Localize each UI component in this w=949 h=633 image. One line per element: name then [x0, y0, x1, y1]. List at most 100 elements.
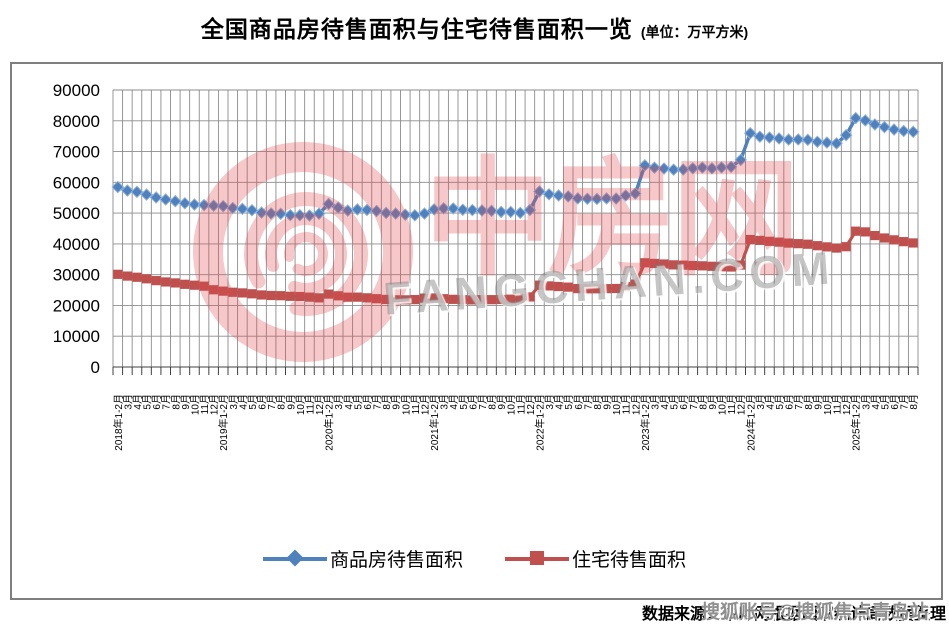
svg-text:9月: 9月: [391, 394, 403, 410]
x-axis-labels: 2018年1-2月3月4月5月6月7月8月9月10月11月12月2019年1-2…: [112, 394, 920, 451]
svg-text:4月: 4月: [554, 394, 566, 410]
y-axis-labels: 0 10000 20000 30000 40000 50000 60000 70000 8000…: [53, 81, 100, 377]
svg-text:30000: 30000: [53, 266, 100, 285]
svg-text:4月: 4月: [343, 394, 355, 410]
svg-text:10月: 10月: [506, 394, 518, 415]
svg-text:12月: 12月: [630, 394, 642, 415]
watermark-ring-icon: [193, 142, 413, 362]
page-title: 全国商品房待售面积与住宅待售面积一览 (单位：万平方米): [0, 10, 949, 44]
legend-marker-diamond-icon: [262, 549, 327, 567]
svg-text:7月: 7月: [582, 394, 594, 410]
svg-text:8月: 8月: [803, 394, 815, 410]
svg-text:3月: 3月: [860, 394, 872, 410]
svg-text:40000: 40000: [53, 235, 100, 254]
svg-text:20000: 20000: [53, 296, 100, 315]
svg-text:6月: 6月: [151, 394, 163, 410]
svg-text:9月: 9月: [496, 394, 508, 410]
svg-text:5月: 5月: [774, 394, 786, 410]
legend-item-commercial: 商品房待售面积: [262, 545, 463, 572]
svg-text:5月: 5月: [563, 394, 575, 410]
svg-text:2019年1-2月: 2019年1-2月: [217, 394, 230, 451]
svg-text:5月: 5月: [879, 394, 891, 410]
svg-text:8月: 8月: [592, 394, 604, 410]
svg-text:2018年1-2月: 2018年1-2月: [112, 394, 125, 451]
svg-text:3月: 3月: [333, 394, 345, 410]
svg-text:5月: 5月: [458, 394, 470, 410]
svg-text:3月: 3月: [649, 394, 661, 410]
svg-text:12月: 12月: [419, 394, 431, 415]
svg-text:12月: 12月: [841, 394, 853, 415]
legend-label-residential: 住宅待售面积: [572, 550, 687, 571]
svg-text:10月: 10月: [189, 394, 201, 415]
svg-text:4月: 4月: [448, 394, 460, 410]
svg-text:11月: 11月: [199, 394, 211, 414]
svg-text:12月: 12月: [209, 394, 221, 415]
legend-label-commercial: 商品房待售面积: [329, 550, 463, 571]
series-commercial: [111, 111, 920, 222]
svg-text:8月: 8月: [697, 394, 709, 410]
svg-text:6月: 6月: [889, 394, 901, 410]
svg-text:10月: 10月: [717, 394, 729, 415]
legend: 商品房待售面积 住宅待售面积: [0, 545, 949, 572]
svg-text:11月: 11月: [304, 394, 316, 414]
svg-text:2020年1-2月: 2020年1-2月: [323, 394, 336, 451]
svg-text:12月: 12月: [314, 394, 326, 415]
sohu-watermark-text: 搜狐账号@搜狐焦点青岛站: [701, 602, 929, 623]
svg-text:8月: 8月: [381, 394, 393, 410]
svg-text:9月: 9月: [180, 394, 192, 410]
svg-text:7月: 7月: [477, 394, 489, 410]
svg-text:7月: 7月: [161, 394, 173, 410]
svg-text:3月: 3月: [755, 394, 767, 410]
svg-text:11月: 11月: [726, 394, 738, 414]
svg-text:90000: 90000: [53, 81, 100, 100]
svg-text:9月: 9月: [602, 394, 614, 410]
svg-text:10000: 10000: [53, 327, 100, 346]
svg-text:6月: 6月: [362, 394, 374, 410]
series-residential: [113, 226, 918, 305]
svg-text:50000: 50000: [53, 204, 100, 223]
svg-text:9月: 9月: [285, 394, 297, 410]
svg-text:8月: 8月: [276, 394, 288, 410]
svg-text:4月: 4月: [237, 394, 249, 410]
svg-text:70000: 70000: [53, 143, 100, 162]
svg-text:5月: 5月: [247, 394, 259, 410]
svg-text:5月: 5月: [669, 394, 681, 410]
chart-unit-text: (单位：万平方米): [640, 24, 749, 40]
svg-text:3月: 3月: [439, 394, 451, 410]
svg-text:7月: 7月: [688, 394, 700, 410]
svg-text:4月: 4月: [659, 394, 671, 410]
svg-text:6月: 6月: [678, 394, 690, 410]
svg-text:7月: 7月: [372, 394, 384, 410]
svg-text:12月: 12月: [525, 394, 537, 415]
svg-text:2022年1-2月: 2022年1-2月: [533, 394, 546, 451]
svg-text:7月: 7月: [266, 394, 278, 410]
svg-text:6月: 6月: [784, 394, 796, 410]
svg-text:5月: 5月: [352, 394, 364, 410]
svg-text:4月: 4月: [132, 394, 144, 410]
svg-text:3月: 3月: [122, 394, 134, 410]
svg-text:10月: 10月: [295, 394, 307, 415]
chart-title-text: 全国商品房待售面积与住宅待售面积一览: [200, 16, 633, 42]
svg-text:7月: 7月: [793, 394, 805, 410]
svg-text:5月: 5月: [142, 394, 154, 410]
svg-text:2024年1-2月: 2024年1-2月: [744, 394, 757, 451]
svg-text:0: 0: [91, 358, 100, 377]
svg-text:7月: 7月: [899, 394, 911, 410]
svg-text:11月: 11月: [621, 394, 633, 414]
svg-text:60000: 60000: [53, 173, 100, 192]
legend-marker-square-icon: [505, 551, 569, 566]
data-source-text: 数据来源：中房网根据国家统计局数据整理: [641, 606, 946, 623]
svg-text:2021年1-2月: 2021年1-2月: [428, 394, 441, 451]
svg-text:10月: 10月: [400, 394, 412, 415]
svg-text:11月: 11月: [515, 394, 527, 414]
svg-text:6月: 6月: [257, 394, 269, 410]
legend-item-residential: 住宅待售面积: [505, 545, 686, 572]
svg-text:10月: 10月: [822, 394, 834, 415]
svg-text:11月: 11月: [410, 394, 422, 414]
svg-text:80000: 80000: [53, 112, 100, 131]
svg-text:11月: 11月: [832, 394, 844, 414]
svg-text:9月: 9月: [707, 394, 719, 410]
svg-text:8月: 8月: [170, 394, 182, 410]
